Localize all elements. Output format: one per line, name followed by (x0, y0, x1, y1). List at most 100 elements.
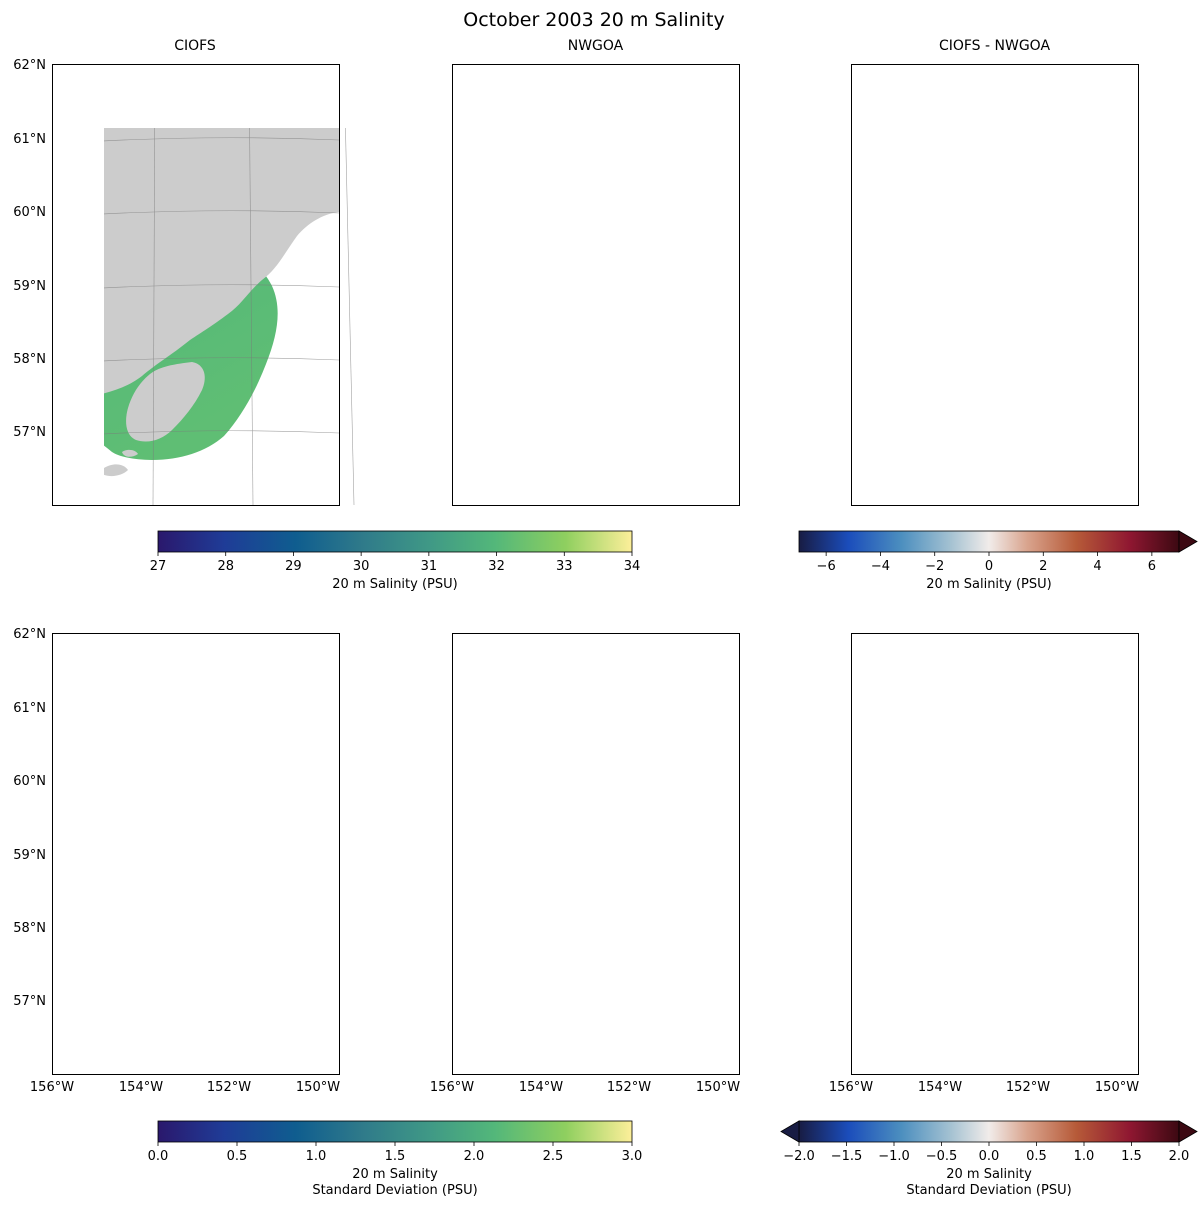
ocean-background (452, 64, 739, 505)
longitude-line (152, 128, 156, 506)
colorbar-tick-label: 1.5 (1121, 1149, 1142, 1164)
lon-tick-label: 150°W (1095, 1080, 1139, 1095)
colorbar-tick-label: 33 (556, 559, 573, 574)
longitude-line (1143, 633, 1153, 1074)
latitude-line (851, 358, 1138, 364)
longitude-line (553, 633, 555, 1074)
lon-tick-label: 156°W (30, 1080, 74, 1095)
map-frame (452, 633, 740, 1075)
land-small-islands (502, 1019, 538, 1045)
longitude-line (952, 633, 954, 1074)
colorbar-tick-label: 2.0 (464, 1149, 485, 1164)
longitude-line (649, 64, 653, 505)
latitude-line (452, 211, 739, 217)
lat-tick-label: 61°N (13, 132, 46, 147)
ocean-background (851, 633, 1138, 1074)
colorbar-salinity-cbar: 27 28 29 30 31 32 33 34 20 m Salinity (PSU) (150, 530, 640, 592)
colorbar-label: 20 m Salinity (PSU) (332, 577, 457, 592)
latitude-line (851, 431, 1138, 437)
latitude-line (452, 431, 739, 437)
colorbar-gradient (157, 530, 633, 553)
colorbar-tick-label: 1.0 (1074, 1149, 1095, 1164)
latitude-line (52, 927, 339, 933)
colorbar-tick-label: 2.0 (1169, 1149, 1190, 1164)
colorbar-label: 20 m Salinity (352, 1167, 438, 1182)
longitude-line (52, 633, 60, 1074)
lat-tick-label: 59°N (13, 279, 46, 294)
ocean-background (851, 64, 1138, 505)
longitude-line (52, 64, 60, 505)
latitude-line (851, 138, 1138, 144)
latitude-line (104, 430, 340, 435)
land-kodiak-island (526, 362, 605, 442)
colorbar-tick-label: 2 (1039, 559, 1047, 574)
graticule (851, 633, 1153, 1074)
lat-tick-label: 57°N (13, 994, 46, 1009)
lat-tick-label: 60°N (13, 205, 46, 220)
longitude-line (744, 633, 754, 1074)
colorbar-tick-label: 30 (353, 559, 370, 574)
graticule (452, 633, 754, 1074)
longitude-line (344, 633, 354, 1074)
lon-tick-label: 154°W (519, 1080, 563, 1095)
panel-title: CIOFS - NWGOA (939, 38, 1051, 54)
panel-title: NWGOA (568, 38, 624, 54)
colorbar-tick-label: 0.5 (1026, 1149, 1047, 1164)
colorbar-gradient (798, 1120, 1180, 1143)
map-frame (52, 64, 340, 506)
lat-tick-label: 62°N (13, 58, 46, 73)
lat-tick-label: 59°N (13, 848, 46, 863)
land-kodiak-island (526, 931, 605, 1011)
colorbar-tick-label: 31 (421, 559, 438, 574)
latitude-line (452, 138, 739, 144)
field-std-diff (851, 679, 1075, 1031)
longitude-line (1048, 64, 1052, 505)
land-kodiak-island (126, 931, 205, 1011)
map-panel-std-diff: 156°W 154°W 152°W 150°W (829, 633, 1153, 1095)
longitude-line (649, 633, 653, 1074)
map-panel-std-ciofs: 62°N 61°N 60°N 59°N 58°N 57°N 156°W 154°W 152°W 1… (13, 627, 354, 1095)
map-panels: CIOFS 62°N 61°N 60°N 59°N 58°N 57°N NWGOA CIOFS … (13, 38, 1153, 1095)
land-mainland (452, 633, 739, 975)
latitude-line (52, 854, 339, 860)
graticule (52, 64, 355, 506)
latitude-line (851, 707, 1138, 713)
longitude-line (249, 128, 254, 506)
lat-tick-label: 58°N (13, 921, 46, 936)
land-mainland (52, 633, 339, 975)
land-small-islands (502, 450, 538, 476)
panel-title: CIOFS (174, 38, 216, 54)
land-small-islands (901, 450, 937, 476)
colorbar-extend-min (780, 1120, 800, 1143)
colorbar-extend-max (1178, 1120, 1198, 1143)
latitude-line (851, 1000, 1138, 1006)
colorbar-tick-label: 29 (285, 559, 302, 574)
latitude-line (52, 1000, 339, 1006)
lon-tick-label: 154°W (918, 1080, 962, 1095)
map-frame (851, 64, 1139, 506)
colorbar-tick-label: 0.5 (227, 1149, 248, 1164)
lat-tick-label: 58°N (13, 352, 46, 367)
latitude-line (851, 211, 1138, 217)
longitude-line (1143, 64, 1153, 505)
colorbar-std-cbar: 0.0 0.5 1.0 1.5 2.0 2.5 3.0 20 m SalinityStanda… (148, 1120, 642, 1198)
map-content (452, 64, 754, 505)
longitude-line (851, 64, 859, 505)
longitude-line (952, 64, 954, 505)
graticule (452, 64, 754, 505)
lon-tick-label: 152°W (207, 1080, 251, 1095)
graticule (52, 633, 354, 1074)
land-small-islands (102, 1019, 138, 1045)
graticule (851, 64, 1153, 505)
colorbar-gradient (798, 530, 1180, 553)
latitude-line (851, 927, 1138, 933)
latitude-line (104, 284, 340, 289)
field-salinity-diff (851, 110, 1075, 462)
longitude-line (1048, 633, 1052, 1074)
land-kodiak-island (126, 362, 205, 442)
map-content (52, 633, 354, 1074)
colorbar-gradient (157, 1120, 633, 1143)
lon-tick-label: 156°W (829, 1080, 873, 1095)
latitude-line (851, 854, 1138, 860)
